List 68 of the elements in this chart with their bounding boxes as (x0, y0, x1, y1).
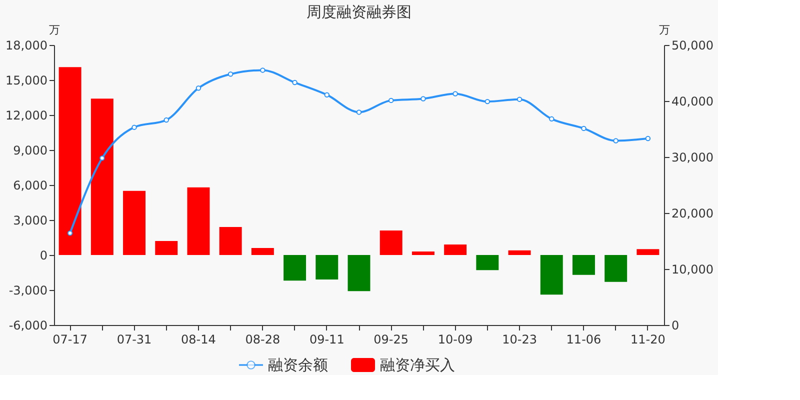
point (324, 92, 330, 98)
y-tick-label: 9,000 (13, 144, 48, 158)
y-tick-label: 12,000 (6, 108, 48, 122)
point (196, 86, 202, 91)
y2-tick-label: 0 (672, 318, 680, 332)
y-tick-label: 6,000 (13, 178, 48, 192)
x-tick-label: 10-09 (438, 332, 473, 346)
legend-label: 融资净买入 (380, 356, 455, 374)
y2-tick-label: 30,000 (672, 150, 714, 164)
y-axis-title: 万 (49, 24, 60, 36)
x-tick-label: 07-31 (116, 332, 152, 346)
bar (444, 244, 467, 255)
point (164, 117, 169, 123)
point (260, 68, 266, 73)
bar (476, 255, 499, 270)
x-tick-label: 08-28 (245, 332, 280, 346)
bar (219, 227, 242, 255)
y-tick-label: 18,000 (6, 38, 48, 52)
point (452, 91, 458, 96)
bar (123, 190, 146, 255)
bar (251, 248, 274, 255)
chart-title: 周度融资融券图 (306, 3, 412, 21)
bar (187, 187, 210, 255)
y2-tick-label: 40,000 (672, 94, 714, 108)
legend-label: 融资余额 (268, 356, 328, 374)
point (292, 80, 298, 86)
point (100, 156, 105, 161)
bar (316, 255, 338, 280)
bar (155, 241, 178, 255)
y-tick-label: -3,000 (8, 284, 48, 298)
y-tick-label: 0 (40, 248, 48, 262)
y2-axis-title: 万 (659, 24, 670, 36)
y2-tick-label: 20,000 (672, 206, 714, 220)
point (420, 96, 426, 102)
bar (572, 255, 595, 275)
bar (348, 255, 370, 292)
x-tick-label: 07-17 (52, 332, 88, 346)
y-tick-label: -6,000 (8, 318, 48, 332)
point (581, 126, 586, 132)
bar (540, 255, 563, 295)
point (549, 116, 554, 122)
y2-tick-label: 50,000 (672, 38, 714, 52)
point (67, 230, 73, 236)
y2-tick-label: 10,000 (672, 262, 714, 276)
y-tick-label: 15,000 (6, 74, 48, 88)
point (613, 138, 618, 144)
point (388, 98, 394, 104)
point (356, 110, 362, 115)
bar (412, 252, 434, 255)
bar (284, 255, 306, 281)
bar (380, 230, 402, 255)
x-tick-label: 09-11 (309, 332, 344, 346)
bar (508, 250, 531, 255)
point (132, 124, 137, 130)
bar (604, 255, 628, 282)
bar (58, 67, 82, 255)
x-tick-label: 08-14 (181, 332, 216, 346)
point (645, 136, 651, 142)
point (484, 98, 490, 104)
point (516, 96, 522, 102)
x-tick-label: 09-25 (374, 332, 409, 346)
x-tick-label: 11-06 (566, 332, 602, 346)
bar (636, 249, 660, 255)
x-tick-label: 11-20 (630, 332, 666, 346)
bar (90, 98, 114, 255)
y-tick-label: 3,000 (13, 214, 48, 228)
x-tick-label: 10-23 (502, 332, 537, 346)
point (228, 72, 234, 77)
